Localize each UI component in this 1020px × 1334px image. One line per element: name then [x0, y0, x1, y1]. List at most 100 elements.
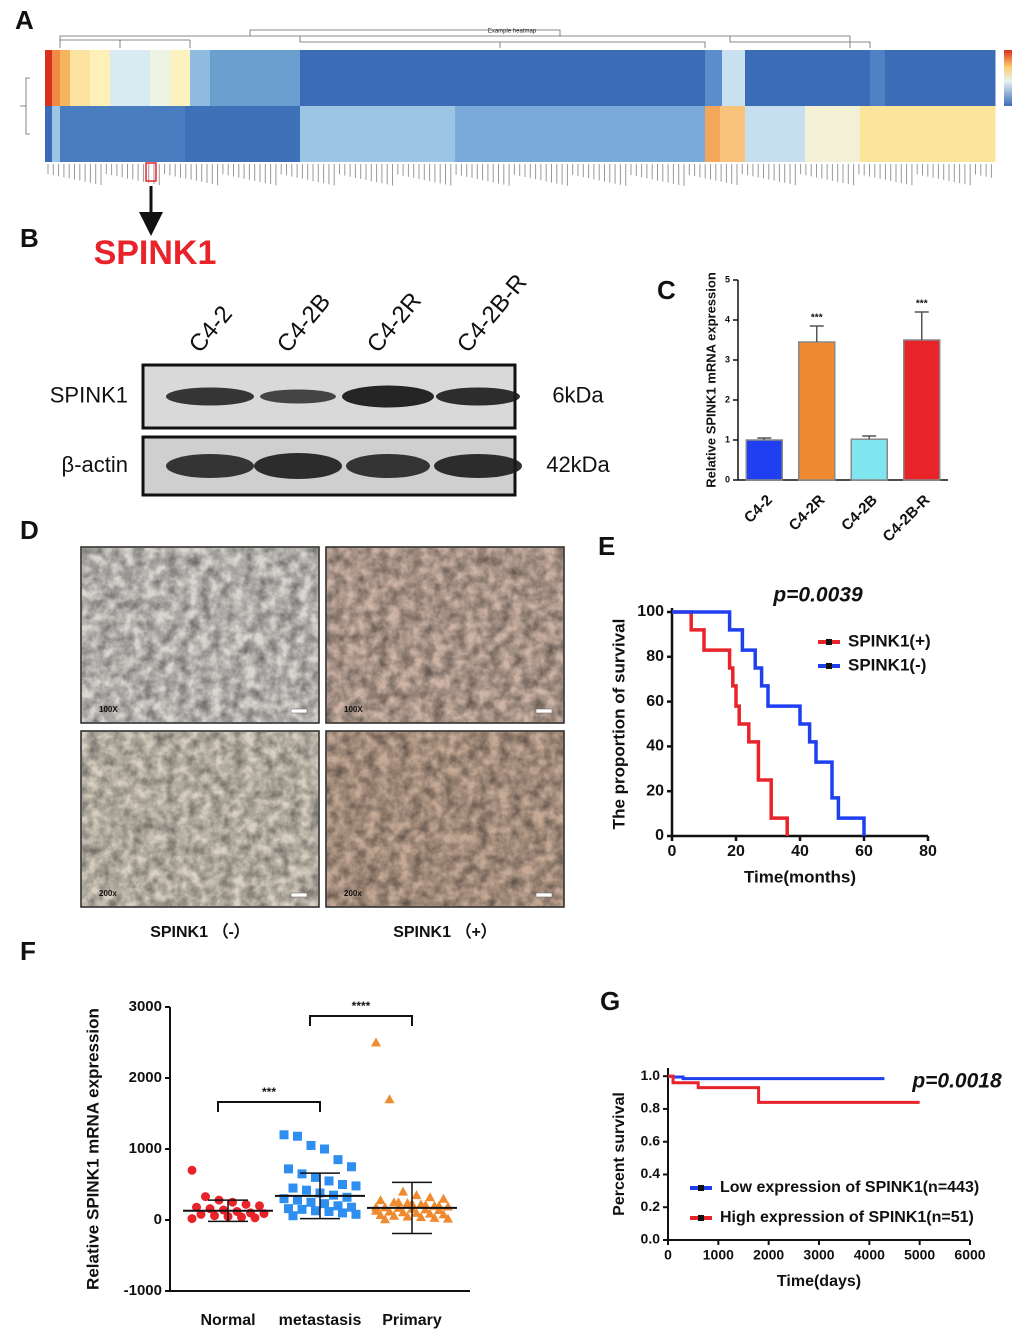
dot	[402, 1211, 413, 1221]
legend-marker	[826, 639, 832, 645]
dot	[351, 1209, 361, 1219]
dot	[438, 1193, 449, 1203]
heatmap-cell	[300, 106, 456, 162]
dot	[384, 1206, 395, 1216]
y-tick-label: 0	[655, 827, 664, 844]
heatmap-cell	[190, 50, 211, 106]
y-tick-label: 0.8	[641, 1100, 661, 1116]
y-axis-label: Relative SPINK1 mRNA expression	[703, 272, 718, 488]
y-tick-label: 0.4	[641, 1165, 661, 1181]
y-tick-label: 20	[646, 782, 664, 799]
dot	[241, 1199, 251, 1209]
heatmap-cell	[52, 50, 61, 106]
blot-band	[342, 385, 434, 408]
x-tick-label: metastasis	[279, 1312, 362, 1329]
legend-label: Low expression of SPINK1(n=443)	[720, 1179, 979, 1196]
magnification-label: 100X	[99, 705, 118, 714]
blot-band	[260, 389, 336, 404]
p-value: p=0.0039	[772, 584, 863, 607]
heatmap-cell	[170, 50, 191, 106]
x-tick-label: 3000	[803, 1247, 834, 1263]
dot	[347, 1162, 356, 1172]
dot	[443, 1213, 453, 1223]
heatmap-cell	[52, 106, 61, 162]
heatmap-cell	[720, 106, 746, 162]
bar	[850, 438, 888, 481]
heatmap-cell	[210, 50, 301, 106]
dot	[333, 1155, 343, 1165]
x-axis-label: Time(months)	[744, 867, 856, 886]
heatmap-cell	[45, 106, 53, 162]
y-tick-label: 80	[646, 648, 664, 665]
y-tick-label: 60	[646, 693, 664, 710]
lane-label: C4-2	[184, 301, 238, 358]
dot	[380, 1202, 390, 1212]
sd-bar	[208, 1199, 248, 1223]
panel-label: B	[20, 223, 39, 253]
blot-band	[166, 387, 254, 406]
y-tick-label: 0	[154, 1211, 162, 1228]
x-tick-label: 80	[919, 843, 937, 860]
bar	[798, 341, 836, 481]
significance: ***	[916, 299, 928, 310]
x-tick-label: 20	[727, 843, 745, 860]
y-tick-label: -1000	[124, 1282, 162, 1299]
heatmap-cell	[90, 50, 111, 106]
heatmap-cell	[60, 50, 71, 106]
heatmap-cell	[60, 106, 186, 162]
heatmap-cell	[722, 50, 746, 106]
heatmap-cell	[870, 50, 886, 106]
scale-bar	[290, 892, 308, 898]
legend-marker	[698, 1215, 704, 1221]
x-tick-label: C4-2B	[838, 492, 881, 535]
sd-bar	[392, 1181, 432, 1235]
y-tick-label: 2	[725, 394, 730, 404]
x-tick-label: 60	[855, 843, 873, 860]
y-tick-label: 0.0	[641, 1231, 661, 1247]
heatmap-cell	[885, 50, 996, 106]
ihc-texture	[82, 548, 318, 722]
heatmap-cell	[185, 106, 301, 162]
bracket	[309, 1015, 413, 1026]
x-tick-label: 4000	[854, 1247, 885, 1263]
colorbar	[1004, 50, 1012, 106]
survival-line	[668, 1074, 920, 1104]
panel-label: E	[598, 531, 615, 561]
error-bar	[809, 325, 824, 342]
y-tick-label: 2000	[129, 1069, 162, 1086]
dot	[210, 1211, 219, 1221]
error-bar	[862, 435, 877, 440]
dot	[320, 1144, 329, 1154]
heatmap-cell	[455, 106, 706, 162]
blot-size-label: 6kDa	[552, 382, 604, 407]
scale-bar	[535, 708, 553, 714]
dot	[302, 1185, 311, 1195]
panel-label: F	[20, 936, 36, 966]
legend-label: SPINK1(-)	[848, 655, 926, 674]
dot	[306, 1197, 316, 1207]
dot	[306, 1140, 316, 1150]
p-value: p=0.0018	[911, 1070, 1002, 1093]
x-tick-label: 0	[664, 1247, 672, 1263]
ihc-texture	[327, 548, 563, 722]
dot	[201, 1192, 210, 1202]
dot	[351, 1181, 361, 1191]
ihc-texture	[327, 732, 563, 906]
dot	[288, 1183, 298, 1193]
dot	[293, 1131, 302, 1141]
y-tick-label: 1	[725, 434, 730, 444]
dot	[375, 1195, 386, 1205]
dot	[187, 1165, 197, 1175]
blot-band	[166, 454, 254, 478]
highlight-label: SPINK1	[94, 234, 217, 272]
heatmap-cell	[70, 50, 91, 106]
heatmap-title: Example heatmap	[488, 29, 537, 35]
ihc-caption: SPINK1 （+）	[393, 923, 497, 941]
dot	[411, 1207, 422, 1217]
dot	[420, 1200, 431, 1210]
y-axis-label: Relative SPINK1 mRNA expression	[83, 1008, 102, 1290]
ihc-caption: SPINK1 （-）	[150, 923, 250, 941]
heatmap-cell	[745, 50, 871, 106]
heatmap-cell	[745, 106, 806, 162]
